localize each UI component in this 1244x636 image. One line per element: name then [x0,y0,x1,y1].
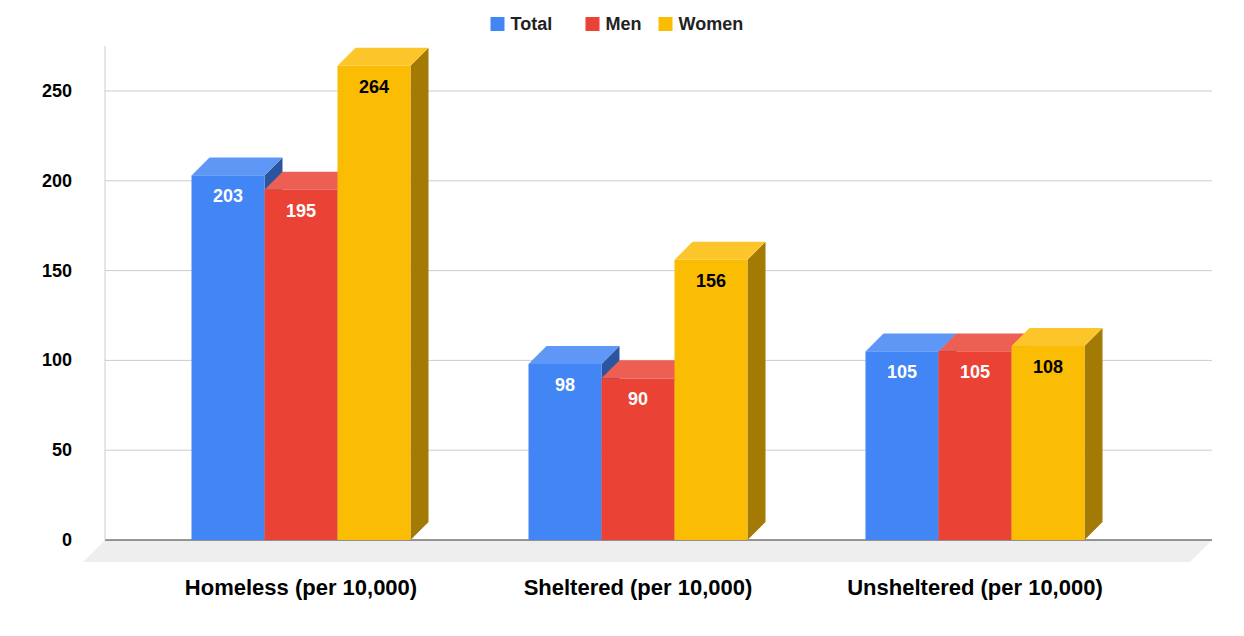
legend: Total Men Women [491,14,744,34]
data-label: 156 [696,271,726,291]
bar [675,242,766,540]
bar-top [529,346,620,364]
bar-side [1085,328,1103,540]
bar [1012,328,1103,540]
data-label: 105 [960,362,990,382]
y-tick-label: 200 [42,171,72,191]
y-tick-label: 150 [42,261,72,281]
data-label: 108 [1033,357,1063,377]
floor [83,540,1212,562]
bar-front [939,351,1012,540]
x-tick-label: Unsheltered (per 10,000) [847,575,1103,600]
x-tick-label: Homeless (per 10,000) [185,575,417,600]
bar-front [529,364,602,540]
legend-swatch [491,17,505,31]
bar-front [675,260,748,540]
bar-front [1012,346,1085,540]
y-tick-label: 0 [62,530,72,550]
data-label: 98 [555,375,575,395]
data-labels: 203 195 264 98 90 156 105 105 108 [213,77,1063,410]
bar-top [192,157,283,175]
data-label: 195 [286,201,316,221]
grid-line [105,91,1212,92]
y-tick-label: 250 [42,81,72,101]
legend-label: Total [511,14,553,34]
y-tick-label: 50 [52,440,72,460]
bar-top [338,48,429,66]
bar-side [748,242,766,540]
bar-front [338,66,411,540]
data-label: 264 [359,77,389,97]
bars [192,48,1103,540]
data-label: 203 [213,186,243,206]
x-tick-label: Sheltered (per 10,000) [524,575,753,600]
bar-front [192,175,265,540]
bar-side [411,48,429,540]
legend-swatch [586,17,600,31]
y-tick-label: 100 [42,350,72,370]
legend-label: Women [679,14,744,34]
bar-top [1012,328,1103,346]
bar-front [265,190,338,540]
legend-label: Men [606,14,642,34]
data-label: 105 [887,362,917,382]
bar [338,48,429,540]
data-label: 90 [628,389,648,409]
bar-front [866,351,939,540]
bar-top [675,242,766,260]
y-axis-line [105,46,106,540]
bar-front [602,378,675,540]
chart: 0 50 100 150 200 250 203 195 264 98 90 156 105 105 108… [0,0,1244,636]
legend-swatch [659,17,673,31]
